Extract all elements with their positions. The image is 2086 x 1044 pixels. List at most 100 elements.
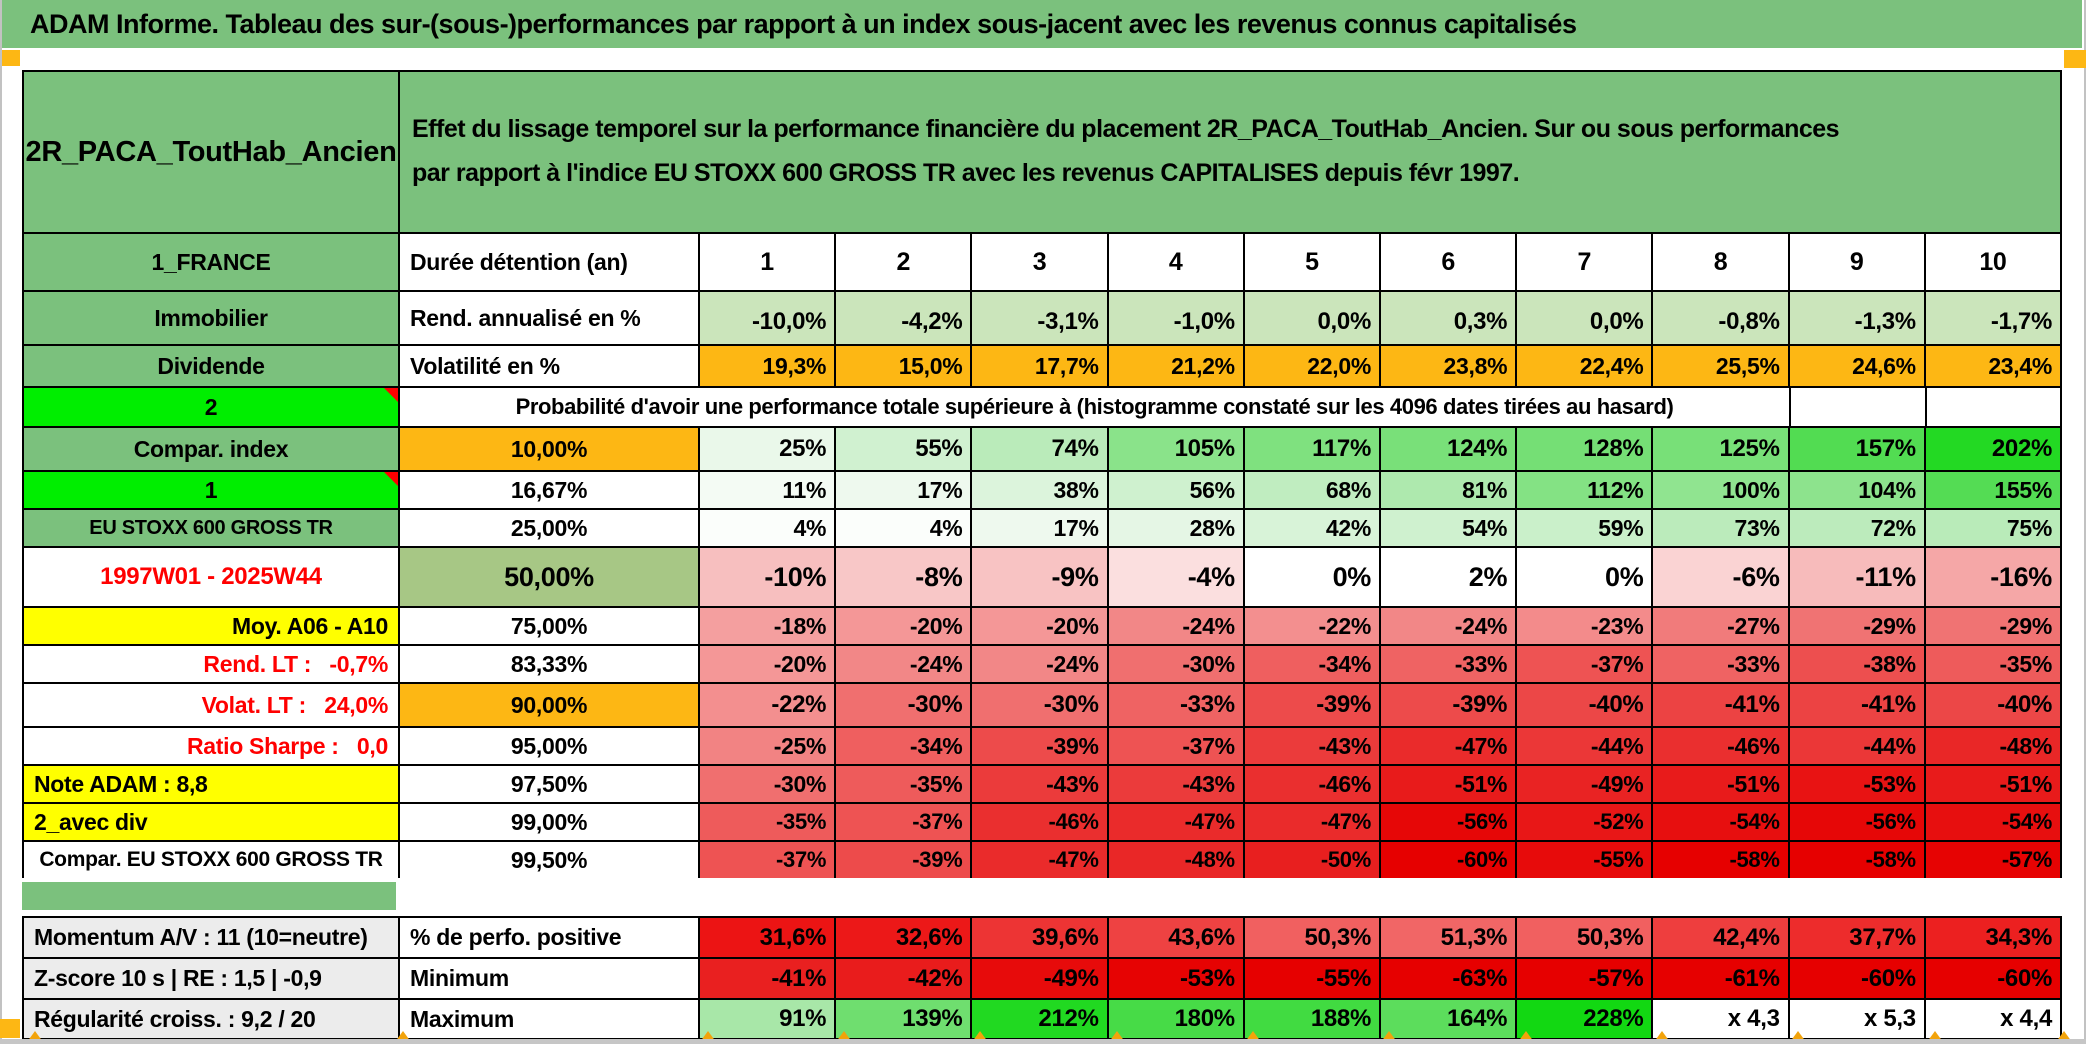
asset-name-cell[interactable]: 2R_PACA_ToutHab_Ancien <box>24 72 400 232</box>
grid-cell[interactable]: -39% <box>972 728 1109 764</box>
grid-cell[interactable]: -53% <box>1108 959 1245 998</box>
grid-cell[interactable]: -37% <box>836 804 973 840</box>
grid-cell[interactable]: -10% <box>700 548 837 606</box>
grid-cell[interactable]: -54% <box>1653 804 1790 840</box>
grid-cell[interactable]: -57% <box>1925 842 2063 878</box>
grid-cell[interactable]: -1,0% <box>1108 292 1245 344</box>
grid-cell[interactable]: -23% <box>1517 608 1654 644</box>
grid-cell[interactable]: -43% <box>1244 728 1382 764</box>
grid-cell[interactable]: x 4,3 <box>1653 1000 1790 1038</box>
grid-cell[interactable]: 100% <box>1653 472 1790 508</box>
grid-cell[interactable]: -55% <box>1517 842 1654 878</box>
grid-cell[interactable]: -3,1% <box>972 292 1109 344</box>
grid-cell[interactable]: 17% <box>972 510 1109 546</box>
description-cell[interactable]: Effet du lissage temporel sur la perform… <box>400 72 2062 232</box>
grid-cell[interactable]: 68% <box>1244 472 1382 508</box>
row-label-cell[interactable]: Z-score 10 s | RE : 1,5 | -0,9 <box>24 959 400 998</box>
grid-cell[interactable]: -49% <box>1517 766 1654 802</box>
grid-cell[interactable]: -61% <box>1653 959 1790 998</box>
grid-cell[interactable]: -54% <box>1925 804 2063 840</box>
row-key-cell[interactable]: Minimum <box>400 959 700 998</box>
grid-cell[interactable]: -4,2% <box>836 292 973 344</box>
grid-cell[interactable]: -20% <box>700 646 837 682</box>
grid-cell[interactable]: -35% <box>700 804 837 840</box>
row-key-cell[interactable]: 75,00% <box>400 608 700 644</box>
grid-cell[interactable]: 32,6% <box>836 918 973 957</box>
row-label-cell[interactable]: Rend. LT : -0,7% <box>24 646 400 682</box>
grid-cell[interactable]: -44% <box>1789 728 1926 764</box>
row-key-cell[interactable]: 99,50% <box>400 842 700 878</box>
grid-cell[interactable]: -41% <box>1789 684 1926 726</box>
grid-cell[interactable]: -27% <box>1653 608 1790 644</box>
grid-cell[interactable]: -43% <box>1108 766 1245 802</box>
grid-cell[interactable]: -47% <box>1108 804 1245 840</box>
grid-cell[interactable]: -57% <box>1517 959 1654 998</box>
grid-cell[interactable]: -44% <box>1517 728 1654 764</box>
grid-cell[interactable]: 56% <box>1108 472 1245 508</box>
row-key-cell[interactable]: Maximum <box>400 1000 700 1038</box>
grid-cell[interactable]: -51% <box>1381 766 1518 802</box>
row-key-cell[interactable]: 16,67% <box>400 472 700 508</box>
row-key-cell[interactable]: 25,00% <box>400 510 700 546</box>
grid-cell[interactable]: -42% <box>836 959 973 998</box>
grid-cell[interactable]: -22% <box>1244 608 1382 644</box>
grid-cell[interactable]: -29% <box>1925 608 2063 644</box>
grid-cell[interactable]: 4% <box>836 510 973 546</box>
grid-cell[interactable]: 23,4% <box>1925 346 2063 386</box>
row-key-cell[interactable]: % de perfo. positive <box>400 918 700 957</box>
grid-cell[interactable]: 22,4% <box>1517 346 1654 386</box>
grid-cell[interactable] <box>1791 388 1927 426</box>
grid-cell[interactable]: -46% <box>1653 728 1790 764</box>
grid-cell[interactable]: 157% <box>1789 428 1926 470</box>
row-key-cell[interactable]: 83,33% <box>400 646 700 682</box>
row-label-cell[interactable]: 1 <box>24 472 400 508</box>
grid-cell[interactable]: -60% <box>1925 959 2063 998</box>
selection-handle-bottom-left[interactable] <box>0 1019 20 1038</box>
grid-cell[interactable]: -40% <box>1517 684 1654 726</box>
grid-cell[interactable]: -34% <box>1244 646 1382 682</box>
grid-cell[interactable]: 104% <box>1789 472 1926 508</box>
grid-cell[interactable]: 128% <box>1517 428 1654 470</box>
grid-cell[interactable]: 212% <box>972 1000 1109 1038</box>
grid-cell[interactable]: 228% <box>1517 1000 1654 1038</box>
grid-cell[interactable]: -24% <box>1108 608 1245 644</box>
grid-cell[interactable]: 8 <box>1653 234 1790 290</box>
grid-cell[interactable]: 125% <box>1653 428 1790 470</box>
grid-cell[interactable]: -30% <box>836 684 973 726</box>
grid-cell[interactable]: -6% <box>1653 548 1790 606</box>
grid-cell[interactable]: 7 <box>1517 234 1654 290</box>
grid-cell[interactable]: 3 <box>972 234 1109 290</box>
grid-cell[interactable]: -58% <box>1653 842 1790 878</box>
grid-cell[interactable]: 91% <box>700 1000 837 1038</box>
grid-cell[interactable]: 139% <box>836 1000 973 1038</box>
grid-cell[interactable] <box>1926 388 2062 426</box>
merged-note-cell[interactable]: Probabilité d'avoir une performance tota… <box>400 388 1791 426</box>
grid-cell[interactable]: 55% <box>836 428 973 470</box>
grid-cell[interactable]: 31,6% <box>700 918 837 957</box>
grid-cell[interactable]: -0,8% <box>1653 292 1790 344</box>
grid-cell[interactable]: 25,5% <box>1653 346 1790 386</box>
grid-cell[interactable]: -20% <box>836 608 973 644</box>
grid-cell[interactable]: -37% <box>1517 646 1654 682</box>
grid-cell[interactable]: 6 <box>1381 234 1518 290</box>
grid-cell[interactable]: 5 <box>1244 234 1382 290</box>
grid-cell[interactable]: 112% <box>1517 472 1654 508</box>
grid-cell[interactable]: -35% <box>1925 646 2063 682</box>
grid-cell[interactable]: 188% <box>1244 1000 1382 1038</box>
grid-cell[interactable]: 42,4% <box>1653 918 1790 957</box>
grid-cell[interactable]: -43% <box>972 766 1109 802</box>
grid-cell[interactable]: x 4,4 <box>1925 1000 2063 1038</box>
grid-cell[interactable]: -35% <box>836 766 973 802</box>
grid-cell[interactable]: -30% <box>1108 646 1245 682</box>
selection-handle-top-right[interactable] <box>2064 50 2086 68</box>
grid-cell[interactable]: -53% <box>1789 766 1926 802</box>
grid-cell[interactable]: -24% <box>836 646 973 682</box>
grid-cell[interactable]: -1,3% <box>1789 292 1926 344</box>
grid-cell[interactable]: -46% <box>1244 766 1382 802</box>
grid-cell[interactable]: -51% <box>1653 766 1790 802</box>
grid-cell[interactable]: -47% <box>972 842 1109 878</box>
grid-cell[interactable]: -51% <box>1925 766 2063 802</box>
grid-cell[interactable]: -24% <box>1381 608 1518 644</box>
grid-cell[interactable]: 22,0% <box>1244 346 1382 386</box>
row-key-cell[interactable]: 10,00% <box>400 428 700 470</box>
